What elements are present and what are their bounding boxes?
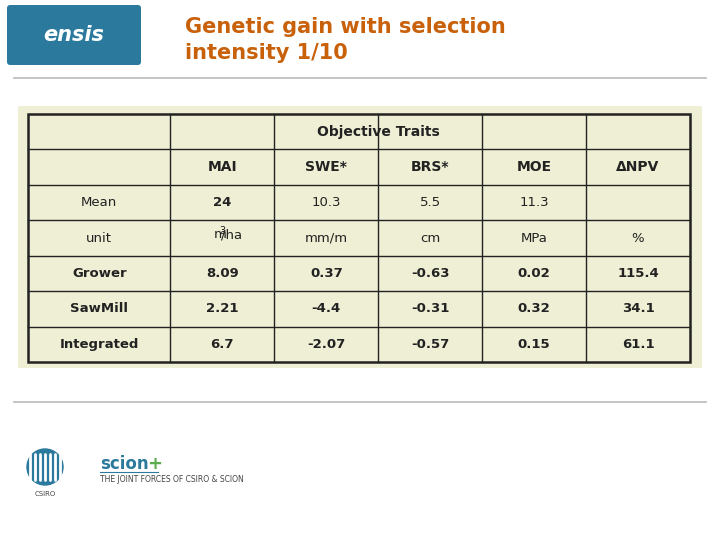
Text: BRS*: BRS* [411, 160, 449, 174]
Text: mm/m: mm/m [305, 232, 348, 245]
Text: /ha: /ha [221, 228, 243, 241]
Text: MAI: MAI [207, 160, 237, 174]
Text: -0.63: -0.63 [411, 267, 449, 280]
Text: 24: 24 [213, 196, 232, 209]
Text: scion: scion [100, 455, 148, 473]
Text: Mean: Mean [81, 196, 117, 209]
Text: CSIRO: CSIRO [35, 491, 55, 497]
Text: Objective Traits: Objective Traits [317, 125, 440, 139]
Text: MPa: MPa [521, 232, 547, 245]
Text: 2.21: 2.21 [206, 302, 238, 315]
Text: -0.57: -0.57 [411, 338, 449, 351]
Text: 115.4: 115.4 [617, 267, 659, 280]
Text: 5.5: 5.5 [420, 196, 441, 209]
Text: %: % [631, 232, 644, 245]
Text: 0.15: 0.15 [518, 338, 550, 351]
Text: THE JOINT FORCES OF CSIRO & SCION: THE JOINT FORCES OF CSIRO & SCION [100, 476, 244, 484]
Text: 0.32: 0.32 [518, 302, 551, 315]
Text: 10.3: 10.3 [312, 196, 341, 209]
Text: 8.09: 8.09 [206, 267, 239, 280]
Text: ensis: ensis [44, 25, 104, 45]
Text: MOE: MOE [516, 160, 552, 174]
Text: unit: unit [86, 232, 112, 245]
Text: Integrated: Integrated [60, 338, 139, 351]
Text: Genetic gain with selection
intensity 1/10: Genetic gain with selection intensity 1/… [185, 17, 505, 63]
Text: ΔNPV: ΔNPV [616, 160, 660, 174]
Text: 0.02: 0.02 [518, 267, 551, 280]
Text: 34.1: 34.1 [621, 302, 654, 315]
Text: cm: cm [420, 232, 441, 245]
Text: -4.4: -4.4 [312, 302, 341, 315]
Text: m: m [213, 228, 226, 241]
Text: 61.1: 61.1 [622, 338, 654, 351]
Bar [18, 106, 702, 368]
Bar [28, 114, 690, 362]
FancyBboxPatch shape [7, 5, 141, 65]
Text: SawMill: SawMill [71, 302, 128, 315]
Text: Grower: Grower [72, 267, 127, 280]
Text: SWE*: SWE* [305, 160, 347, 174]
Text: 0.37: 0.37 [310, 267, 343, 280]
Text: 6.7: 6.7 [211, 338, 234, 351]
Text: +: + [147, 455, 162, 473]
Circle shape [27, 449, 63, 485]
Text: 11.3: 11.3 [519, 196, 549, 209]
Text: -0.31: -0.31 [411, 302, 449, 315]
Text: 3: 3 [220, 226, 225, 236]
Text: -2.07: -2.07 [307, 338, 346, 351]
